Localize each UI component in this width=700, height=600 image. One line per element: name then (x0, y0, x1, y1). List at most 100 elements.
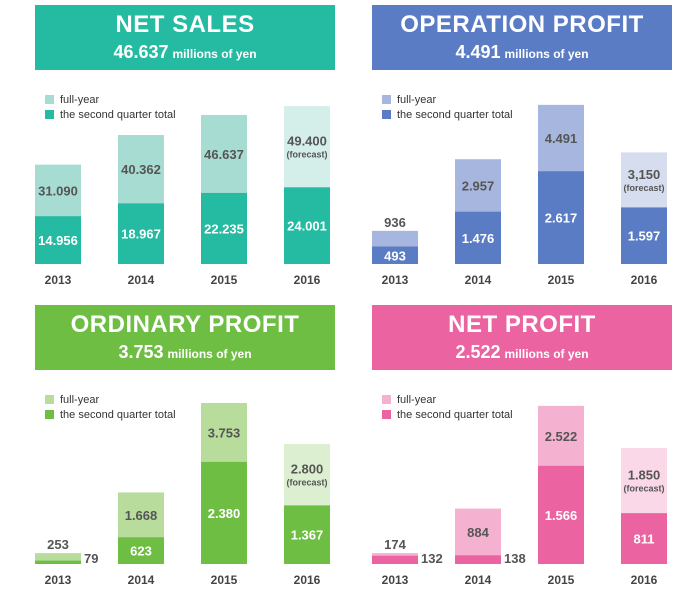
bar-second-quarter (284, 505, 330, 564)
data-label-second-quarter: 1.566 (545, 508, 578, 523)
data-label-second-quarter: 14.956 (38, 233, 78, 248)
data-label-second-quarter: 24.001 (287, 219, 327, 234)
x-tick-label: 2016 (631, 573, 658, 587)
headline-unit: millions of yen (504, 47, 589, 61)
x-tick-label: 2014 (128, 273, 155, 287)
bar-chart: 132 174 2013 138 884 2014 1.566 2.522 2015 811 1.8… (372, 405, 667, 587)
x-tick-label: 2016 (294, 573, 321, 587)
forecast-label: (forecast) (623, 183, 664, 193)
legend-swatch-full-year (45, 95, 54, 104)
data-label-full-year: 2.957 (462, 178, 495, 193)
data-label-full-year: 3.753 (208, 425, 241, 440)
legend-item-second-quarter: the second quarter total (382, 407, 513, 422)
legend: full-year the second quarter total (45, 392, 176, 422)
x-tick-label: 2014 (465, 273, 492, 287)
headline-value: 46.637 (113, 42, 169, 62)
bar-second-quarter (35, 216, 81, 264)
forecast-label: (forecast) (286, 150, 327, 160)
data-label-full-year: 31.090 (38, 183, 78, 198)
forecast-label: (forecast) (623, 484, 664, 494)
headline-unit: millions of yen (172, 47, 257, 61)
legend-item-full-year: full-year (45, 392, 176, 407)
data-label-full-year: 1.850 (628, 468, 661, 483)
panel-net-profit: NET PROFIT 2.522 millions of yen full-yea… (372, 305, 672, 595)
bar-chart: 79 253 2013 623 1.668 2014 2.380 3.753 2015 1.367… (35, 403, 330, 587)
x-tick-label: 2015 (211, 573, 238, 587)
headline-figure: 46.637 millions of yen (35, 42, 335, 63)
x-tick-label: 2014 (465, 573, 492, 587)
legend-swatch-second-quarter (382, 110, 391, 119)
legend-label-full-year: full-year (397, 93, 437, 106)
panel-ordinary-profit: ORDINARY PROFIT 3.753 millions of yen ful… (35, 305, 335, 595)
data-label-full-year: 4.491 (545, 131, 578, 146)
data-label-full-year: 936 (384, 215, 406, 230)
legend: full-year the second quarter total (382, 92, 513, 122)
data-label-full-year: 46.637 (204, 147, 244, 162)
x-tick-label: 2016 (631, 273, 658, 287)
headline-figure: 2.522 millions of yen (372, 342, 672, 363)
data-label-full-year: 49.400 (287, 134, 327, 149)
data-label-full-year: 2.800 (291, 462, 324, 477)
legend-label-full-year: full-year (60, 393, 100, 406)
headline-value: 3.753 (118, 342, 164, 362)
headline-unit: millions of yen (504, 347, 589, 361)
data-label-second-quarter: 1.476 (462, 231, 495, 246)
data-label-second-quarter: 132 (421, 551, 443, 566)
panel-title: OPERATION PROFIT (400, 11, 644, 38)
x-tick-label: 2016 (294, 273, 321, 287)
legend-swatch-second-quarter (45, 410, 54, 419)
x-tick-label: 2013 (382, 273, 409, 287)
legend-item-second-quarter: the second quarter total (45, 407, 176, 422)
data-label-second-quarter: 2.380 (208, 506, 241, 521)
data-label-second-quarter: 138 (504, 551, 526, 566)
data-label-second-quarter: 1.367 (291, 528, 324, 543)
legend-label-second-quarter: the second quarter total (60, 108, 176, 121)
bar-second-quarter (621, 513, 667, 564)
legend-item-second-quarter: the second quarter total (382, 107, 513, 122)
data-label-full-year: 253 (47, 537, 69, 552)
x-tick-label: 2015 (548, 273, 575, 287)
data-label-second-quarter: 2.617 (545, 211, 578, 226)
data-label-second-quarter: 811 (634, 532, 655, 547)
legend-swatch-full-year (382, 395, 391, 404)
x-tick-label: 2013 (382, 573, 409, 587)
data-label-full-year: 174 (384, 537, 406, 552)
panel-title: ORDINARY PROFIT (70, 311, 300, 338)
data-label-second-quarter: 18.967 (121, 227, 161, 242)
forecast-label: (forecast) (286, 478, 327, 488)
x-tick-label: 2015 (548, 573, 575, 587)
data-label-second-quarter: 623 (130, 544, 152, 559)
headline-value: 2.522 (455, 342, 501, 362)
panel-header: ORDINARY PROFIT 3.753 millions of yen (35, 305, 335, 370)
bar-second-quarter (35, 560, 81, 564)
legend-swatch-second-quarter (45, 110, 54, 119)
data-label-second-quarter: 79 (84, 551, 98, 566)
bar-second-quarter (201, 461, 247, 564)
panel-header: OPERATION PROFIT 4.491 millions of yen (372, 5, 672, 70)
legend-item-full-year: full-year (382, 392, 513, 407)
data-label-full-year: 1.668 (125, 508, 158, 523)
data-label-second-quarter: 493 (384, 248, 406, 263)
bar-second-quarter (621, 207, 667, 264)
headline-value: 4.491 (455, 42, 501, 62)
panel-operation-profit: OPERATION PROFIT 4.491 millions of yen fu… (372, 5, 672, 295)
data-label-full-year: 3,150 (628, 167, 661, 182)
bar-second-quarter (538, 465, 584, 564)
headline-unit: millions of yen (167, 347, 252, 361)
legend-swatch-full-year (382, 95, 391, 104)
legend-item-second-quarter: the second quarter total (45, 107, 176, 122)
data-label-second-quarter: 22.235 (204, 221, 244, 236)
data-label-full-year: 884 (467, 525, 489, 540)
legend: full-year the second quarter total (45, 92, 176, 122)
headline-figure: 3.753 millions of yen (35, 342, 335, 363)
bar-second-quarter (372, 555, 418, 564)
data-label-full-year: 2.522 (545, 429, 578, 444)
legend-label-second-quarter: the second quarter total (397, 108, 513, 121)
panel-header: NET PROFIT 2.522 millions of yen (372, 305, 672, 370)
bar-second-quarter (455, 211, 501, 264)
x-tick-label: 2014 (128, 573, 155, 587)
headline-figure: 4.491 millions of yen (372, 42, 672, 63)
bar-second-quarter (284, 187, 330, 264)
bar-full-year (455, 508, 501, 564)
data-label-full-year: 40.362 (121, 162, 161, 177)
